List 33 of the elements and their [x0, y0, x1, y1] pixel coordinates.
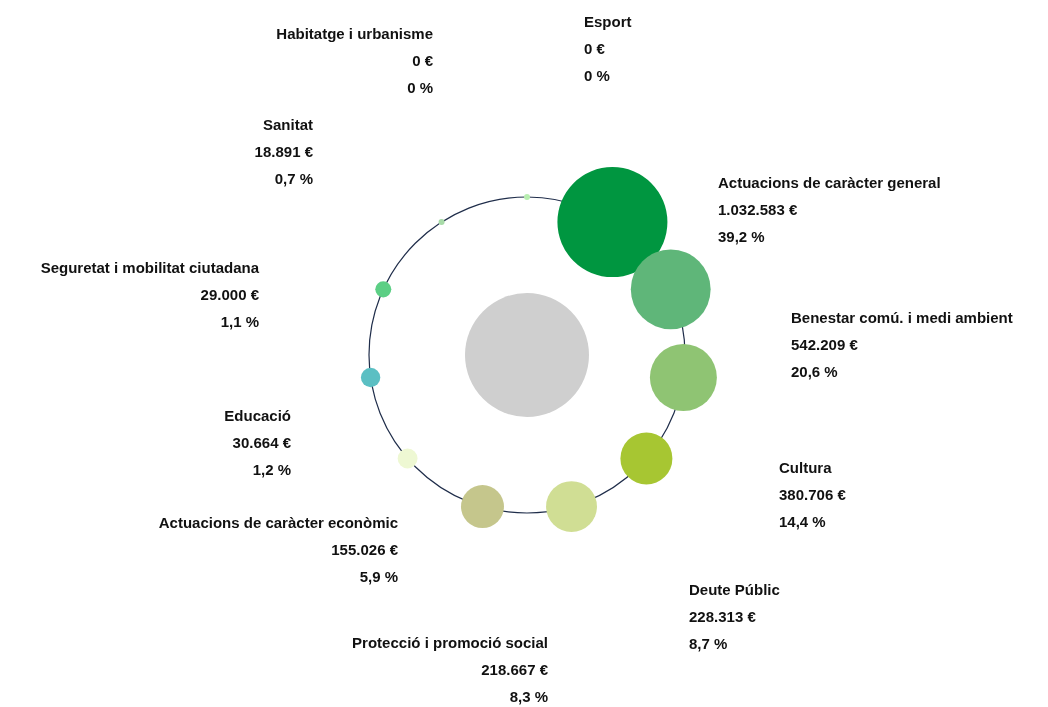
- data-label: 14,4 %: [779, 513, 826, 530]
- data-label: 1,2 %: [252, 461, 291, 478]
- data-label: 0 %: [407, 79, 433, 96]
- category-label: Actuacions de caràcter econòmic: [158, 514, 398, 531]
- data-label: 542.209 €: [791, 336, 859, 353]
- data-label: 155.026 €: [331, 541, 399, 558]
- data-label: 0 €: [584, 40, 606, 57]
- category-label: Actuacions de caràcter general: [718, 174, 941, 191]
- category-label: Deute Públic: [689, 581, 780, 598]
- data-label: 39,2 %: [718, 228, 765, 245]
- data-label: 29.000 €: [200, 286, 260, 303]
- category-label: Habitatge i urbanisme: [276, 25, 433, 42]
- data-label: 5,9 %: [359, 568, 398, 585]
- category-label: Seguretat i mobilitat ciutadana: [40, 259, 260, 276]
- data-label: 218.667 €: [481, 661, 549, 678]
- data-label: 380.706 €: [779, 486, 847, 503]
- data-label: 1.032.583 €: [718, 201, 798, 218]
- category-label: Educació: [224, 407, 291, 424]
- category-label: Esport: [584, 13, 632, 30]
- data-label: 30.664 €: [232, 434, 292, 451]
- data-label: 0 €: [412, 52, 434, 69]
- data-label: 18.891 €: [254, 143, 314, 160]
- data-label: 0,7 %: [274, 170, 313, 187]
- data-label: 228.313 €: [689, 608, 757, 625]
- data-label: 0 %: [584, 67, 610, 84]
- category-label: Benestar comú. i medi ambient: [791, 309, 1013, 326]
- category-label: Sanitat: [262, 116, 313, 133]
- data-label: 8,3 %: [509, 688, 548, 705]
- category-label: Cultura: [779, 459, 833, 476]
- data-label: 1,1 %: [220, 313, 259, 330]
- data-label: 8,7 %: [689, 635, 728, 652]
- data-label: 20,6 %: [791, 363, 838, 380]
- category-label: Protecció i promoció social: [352, 634, 548, 651]
